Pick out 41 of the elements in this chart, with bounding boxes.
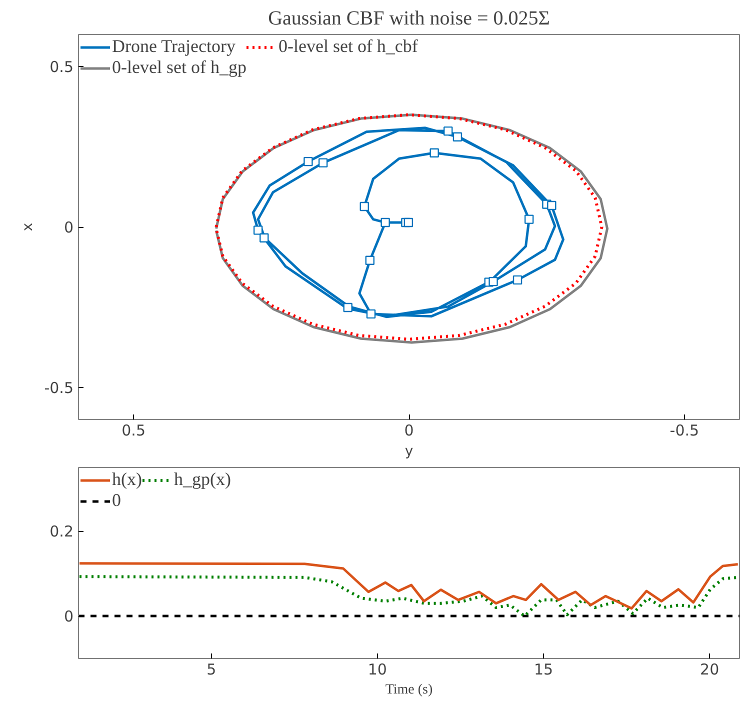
point xyxy=(360,202,369,212)
point xyxy=(430,148,439,158)
legend-label: 0-level set of h_cbf xyxy=(278,36,418,57)
y-tick-label: 0 xyxy=(64,608,74,626)
y-tick-label: 0 xyxy=(64,218,74,236)
point xyxy=(452,132,462,142)
x-tick-label: 10 xyxy=(368,660,387,678)
point xyxy=(404,218,414,228)
legend-label: h_gp(x) xyxy=(174,469,231,490)
point xyxy=(343,302,352,312)
x-tick-label: 0.5 xyxy=(122,422,146,440)
x-axis-title: y xyxy=(404,444,414,460)
x-tick-label: -0.5 xyxy=(670,422,700,440)
x-tick-label: 20 xyxy=(700,660,720,678)
legend-label: 0 xyxy=(112,490,122,511)
y-tick-label: 0.2 xyxy=(50,522,74,541)
legend-label: h(x) xyxy=(112,469,142,490)
point xyxy=(253,226,263,235)
y-tick-label: -0.5 xyxy=(44,378,74,397)
point xyxy=(366,309,376,319)
point xyxy=(318,158,328,168)
line-series xyxy=(252,126,564,318)
x-tick-label: 0 xyxy=(404,422,414,440)
legend-label: 0-level set of h_gp xyxy=(112,57,246,78)
y-tick-label: 0.5 xyxy=(50,58,74,76)
point xyxy=(365,256,374,265)
x-axis-title: Time (s) xyxy=(385,682,433,698)
point xyxy=(488,276,498,286)
line-series xyxy=(78,562,740,610)
point xyxy=(512,275,522,285)
point xyxy=(547,200,556,210)
point xyxy=(444,126,453,136)
point xyxy=(260,233,269,243)
point xyxy=(524,214,534,224)
chart-title: Gaussian CBF with noise = 0.025Σ xyxy=(268,8,550,30)
point xyxy=(304,156,313,166)
y-axis-title: x xyxy=(20,222,36,232)
x-tick-label: 15 xyxy=(534,660,554,678)
point xyxy=(380,218,390,228)
x-tick-label: 5 xyxy=(206,660,216,678)
legend-label: Drone Trajectory xyxy=(112,36,236,57)
